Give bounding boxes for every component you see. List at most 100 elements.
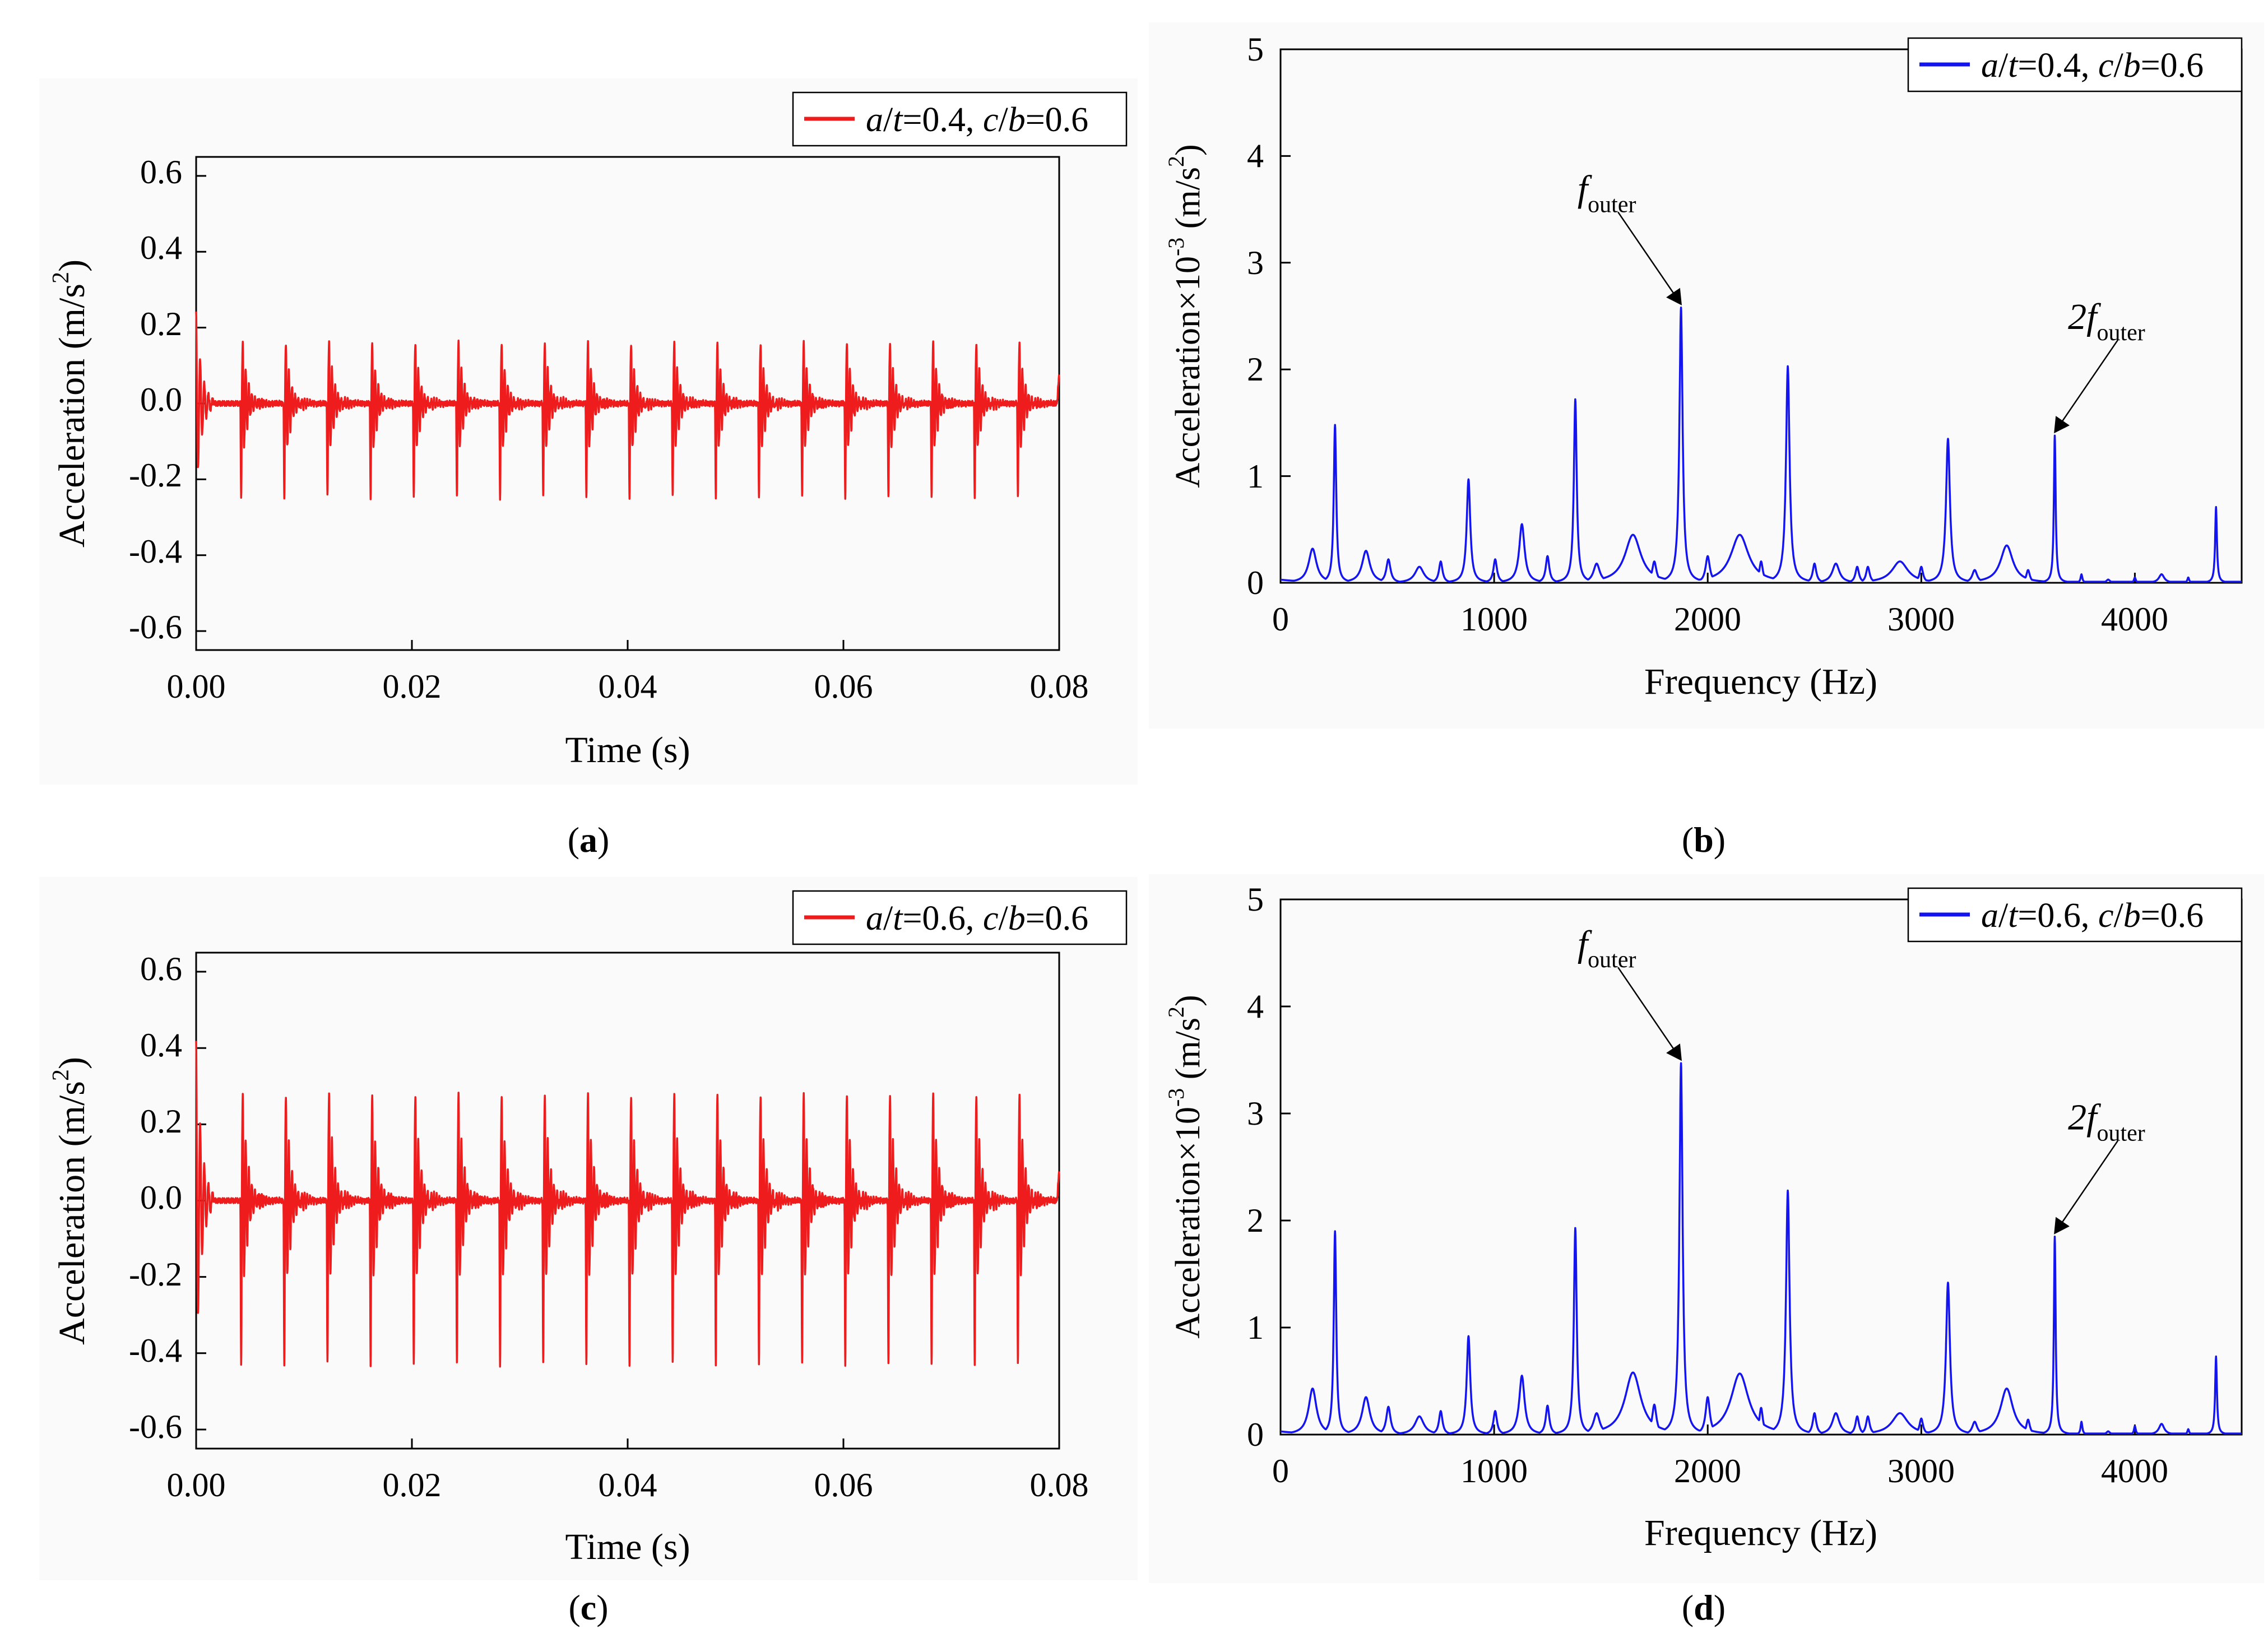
ytick-label: -0.4 xyxy=(129,1332,182,1369)
panel-c-xtick-labels: 0.00 0.02 0.04 0.06 0.08 xyxy=(167,1467,1089,1503)
ytick-label: 1 xyxy=(1247,1309,1264,1346)
xtick-label: 0.04 xyxy=(599,1467,657,1503)
ytick-label: -0.4 xyxy=(129,533,182,570)
xtick-label: 0.06 xyxy=(814,668,873,705)
xtick-label: 0.08 xyxy=(1030,1467,1089,1503)
ytick-label: 0.4 xyxy=(140,229,182,266)
panel-b-series xyxy=(1279,307,2243,583)
panel-d-plot-frame xyxy=(1279,898,2243,1436)
panel-b: 0 1 2 3 4 5 0 1000 2000 3000 4000 Freque… xyxy=(1149,22,2264,860)
y-axis-label-unit: (m/s xyxy=(1169,167,1207,238)
legend-label: a/t=0.4, c/b=0.6 xyxy=(866,101,1088,139)
x-axis-label: Frequency (Hz) xyxy=(1644,1512,1877,1553)
xtick-label: 0.02 xyxy=(383,1467,442,1503)
xtick-label: 0.00 xyxy=(167,668,226,705)
panel-caption: (a) xyxy=(568,820,610,860)
y-axis-label-main: Acceleration×10 xyxy=(1169,256,1207,488)
ytick-label: -0.6 xyxy=(129,1408,182,1445)
y-axis-label: Acceleration×10-3 (m/s2) xyxy=(1163,995,1207,1338)
legend-label: a/t=0.6, c/b=0.6 xyxy=(1981,897,2204,935)
annotation-arrow xyxy=(1617,967,1682,1061)
panel-c-ytick-labels: 0.6 0.4 0.2 0.0 -0.2 -0.4 -0.6 xyxy=(129,950,182,1445)
ytick-label: 2 xyxy=(1247,1202,1264,1239)
annotation-arrow xyxy=(1617,211,1682,305)
panel-caption: (d) xyxy=(1682,1588,1726,1627)
y-axis-label-sup: 2 xyxy=(48,272,74,284)
panel-a-ytick-labels: 0.6 0.4 0.2 0.0 -0.2 -0.4 -0.6 xyxy=(129,154,182,646)
ytick-label: 0 xyxy=(1247,564,1264,601)
xtick-label: 2000 xyxy=(1674,601,1741,638)
y-axis-label-main: Acceleration (m/s xyxy=(52,1081,92,1345)
y-axis-label-unit: (m/s xyxy=(1169,1018,1207,1088)
y-axis-label: Acceleration (m/s2) xyxy=(48,1057,92,1345)
series-line xyxy=(195,1041,1060,1368)
ytick-label: 0.2 xyxy=(140,305,182,342)
series-line xyxy=(1279,1062,2243,1435)
panel-caption: (b) xyxy=(1682,820,1726,860)
legend: a/t=0.6, c/b=0.6 xyxy=(792,890,1128,945)
ytick-label: -0.2 xyxy=(129,1256,182,1293)
xtick-label: 2000 xyxy=(1674,1453,1741,1489)
annotation-label: fouter xyxy=(1578,924,1636,973)
y-axis-label-sup: 2 xyxy=(48,1069,74,1081)
ytick-label: -0.2 xyxy=(129,457,182,494)
panel-b-ticks xyxy=(1279,48,2136,584)
panel-b-background xyxy=(1149,22,2264,728)
series-line xyxy=(1279,307,2243,583)
series-line xyxy=(195,312,1060,501)
y-axis-label-main: Acceleration (m/s xyxy=(52,284,92,547)
ytick-label: 0.6 xyxy=(140,950,182,987)
panel-b-annotations: fouter 2fouter xyxy=(1578,168,2145,434)
legend: a/t=0.4, c/b=0.6 xyxy=(1907,37,2243,92)
y-axis-label-exp: -3 xyxy=(1163,1088,1189,1107)
xtick-label: 0.08 xyxy=(1030,668,1089,705)
legend: a/t=0.4, c/b=0.6 xyxy=(792,91,1128,147)
y-axis-label-close: ) xyxy=(52,1057,92,1069)
panel-d-annotations: fouter 2fouter xyxy=(1578,924,2145,1235)
panel-d: 0 1 2 3 4 5 0 1000 2000 3000 4000 Freque… xyxy=(1149,874,2264,1627)
ytick-label: 0 xyxy=(1247,1416,1264,1453)
ytick-label: 5 xyxy=(1247,881,1264,918)
annotation-label: 2fouter xyxy=(2068,296,2145,346)
annotation-arrow xyxy=(2054,1140,2118,1235)
ytick-label: -0.6 xyxy=(129,609,182,646)
ytick-label: 0.0 xyxy=(140,381,182,418)
ytick-label: 3 xyxy=(1247,1095,1264,1132)
x-axis-label: Frequency (Hz) xyxy=(1644,661,1877,702)
xtick-label: 4000 xyxy=(2101,1453,2168,1489)
panel-d-xtick-labels: 0 1000 2000 3000 4000 xyxy=(1272,1453,2168,1489)
panel-d-ytick-labels: 0 1 2 3 4 5 xyxy=(1247,881,1264,1453)
ytick-label: 1 xyxy=(1247,458,1264,495)
ytick-label: 0.6 xyxy=(140,154,182,191)
panel-a-xtick-labels: 0.00 0.02 0.04 0.06 0.08 xyxy=(167,668,1089,705)
annotation-label: fouter xyxy=(1578,168,1636,217)
panel-b-ytick-labels: 0 1 2 3 4 5 xyxy=(1247,31,1264,601)
xtick-label: 1000 xyxy=(1460,601,1528,638)
ytick-label: 2 xyxy=(1247,351,1264,388)
annotation-arrow xyxy=(2054,340,2118,434)
xtick-label: 3000 xyxy=(1887,601,1955,638)
legend-label: a/t=0.6, c/b=0.6 xyxy=(866,899,1088,938)
y-axis-label-close: ) xyxy=(52,259,92,272)
y-axis-label-exp: -3 xyxy=(1163,238,1189,256)
y-axis-label: Acceleration×10-3 (m/s2) xyxy=(1163,144,1207,488)
panel-caption: (c) xyxy=(568,1588,608,1627)
ytick-label: 3 xyxy=(1247,244,1264,281)
panel-c-series xyxy=(195,1041,1060,1368)
y-axis-label-close: ) xyxy=(1169,995,1207,1006)
ytick-label: 4 xyxy=(1247,988,1264,1025)
legend: a/t=0.6, c/b=0.6 xyxy=(1907,887,2243,943)
xtick-label: 0.04 xyxy=(599,668,657,705)
panel-b-xtick-labels: 0 1000 2000 3000 4000 xyxy=(1272,601,2168,638)
panel-d-series xyxy=(1279,1062,2243,1435)
y-axis-label-close: ) xyxy=(1169,144,1207,156)
y-axis-label-main: Acceleration×10 xyxy=(1169,1107,1207,1339)
ytick-label: 4 xyxy=(1247,137,1264,174)
y-axis-label: Acceleration (m/s2) xyxy=(48,259,92,547)
y-axis-label-sup: 2 xyxy=(1163,156,1189,167)
panel-c: 0.6 0.4 0.2 0.0 -0.2 -0.4 -0.6 0.00 0.02… xyxy=(39,877,1138,1627)
panel-b-plot-frame xyxy=(1279,48,2243,584)
xtick-label: 0 xyxy=(1272,1453,1289,1489)
x-axis-label: Time (s) xyxy=(565,730,690,771)
